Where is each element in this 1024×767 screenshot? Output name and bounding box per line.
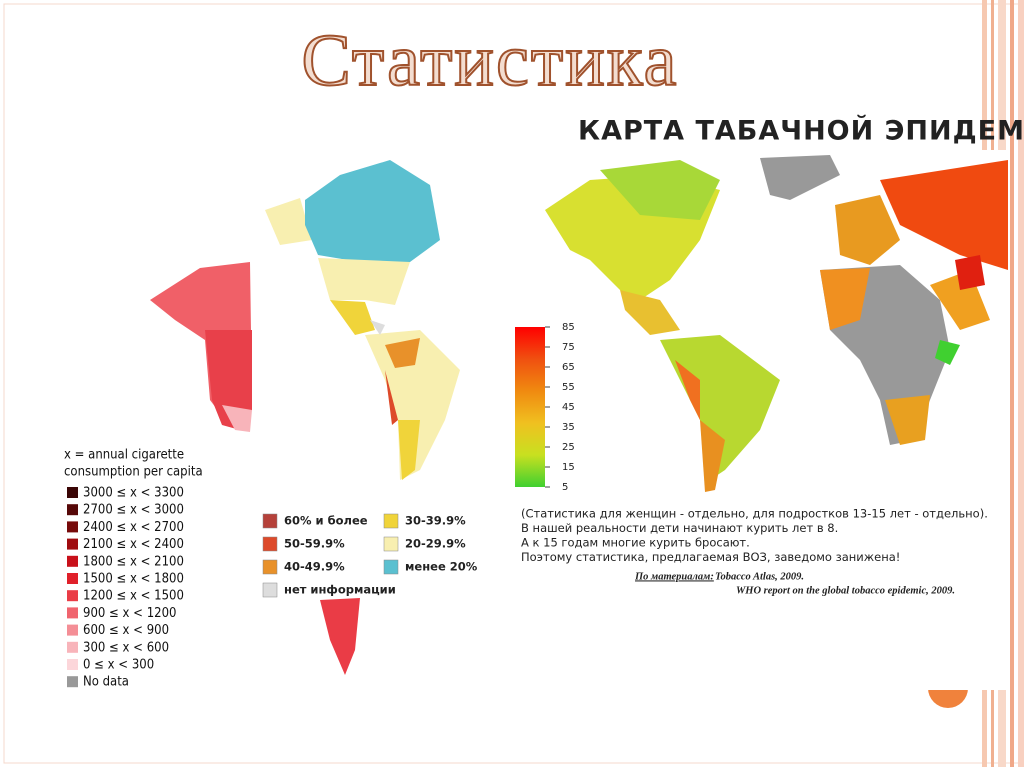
legend-swatch [67,521,78,533]
note-line: Поэтому статистика, предлагаемая ВОЗ, за… [521,550,900,564]
legend-swatch [67,676,78,688]
source-label: По материалам: [634,571,714,582]
legend-swatch [67,624,78,636]
legend-swatch [383,536,399,552]
legend-label: 60% и более [284,514,368,528]
legend-label: 600 ≤ x < 900 [83,623,169,638]
scale-tick-label: 15 [562,462,575,473]
scale-tick-label: 25 [562,442,575,453]
legend-label: 2700 ≤ x < 3000 [83,503,184,518]
legend-swatch [67,659,78,670]
slide-title: Статистика [302,20,679,102]
scale-ticks: 85 75 65 55 45 35 25 15 5 [545,322,575,493]
epidemic-map [255,158,500,598]
prevalence-map [480,150,1008,690]
legend-swatch [262,559,278,575]
consumption-legend: x = annual cigarette consumption per capi… [64,448,203,690]
legend-label: 1500 ≤ x < 1800 [83,572,184,587]
legend-label: 40-49.9% [284,560,345,574]
legend-swatch [67,590,78,602]
legend-swatch [383,513,399,529]
legend-label: No data [83,675,129,690]
legend-label: 3000 ≤ x < 3300 [83,486,184,501]
legend-swatch [67,555,78,567]
note-line: (Статистика для женщин - отдельно, для п… [521,507,988,521]
notes: (Статистика для женщин - отдельно, для п… [521,507,988,597]
scale-tick-label: 65 [562,362,575,373]
source: WHO report on the global tobacco epidemi… [736,585,955,596]
scale-tick-label: 5 [562,482,568,493]
legend-swatch [383,559,399,575]
legend-label: 50-59.9% [284,537,345,551]
legend-label: менее 20% [405,560,478,574]
scale-bar [515,327,545,487]
note-line: А к 15 годам многие курить бросают. [521,536,750,550]
legend-label: 20-29.9% [405,537,466,551]
scale-tick-label: 35 [562,422,575,433]
legend-swatch [67,573,78,584]
epidemic-legend: 60% и более 50-59.9% 40-49.9% нет информаци… [262,513,478,598]
legend-label: 0 ≤ x < 300 [83,658,154,673]
legend-label: 1800 ≤ x < 2100 [83,554,184,569]
legend-swatch [262,582,278,598]
legend-title: consumption per capita [64,465,203,480]
color-scale [515,327,545,487]
source: Tobacco Atlas, 2009. [715,571,804,582]
scale-tick-label: 75 [562,342,575,353]
legend-title: x = annual cigarette [64,448,184,463]
legend-swatch [67,641,78,653]
legend-swatch [67,504,78,516]
legend-label: 900 ≤ x < 1200 [83,606,176,621]
legend-swatch [67,487,78,498]
scale-tick-label: 85 [562,322,575,333]
legend-swatch [262,513,278,529]
legend-swatch [67,538,78,550]
legend-label: 1200 ≤ x < 1500 [83,589,184,604]
map-title: КАРТА ТАБАЧНОЙ ЭПИДЕМИИ [578,115,1024,147]
legend-label: 300 ≤ x < 600 [83,640,169,655]
scale-tick-label: 55 [562,382,575,393]
legend-swatch [262,536,278,552]
legend-label: нет информации [284,583,396,597]
note-line: В нашей реальности дети начинают курить … [521,521,838,535]
scale-tick-label: 45 [562,402,575,413]
legend-label: 30-39.9% [405,514,466,528]
legend-label: 2400 ≤ x < 2700 [83,520,184,535]
legend-swatch [67,607,78,619]
legend-label: 2100 ≤ x < 2400 [83,537,184,552]
